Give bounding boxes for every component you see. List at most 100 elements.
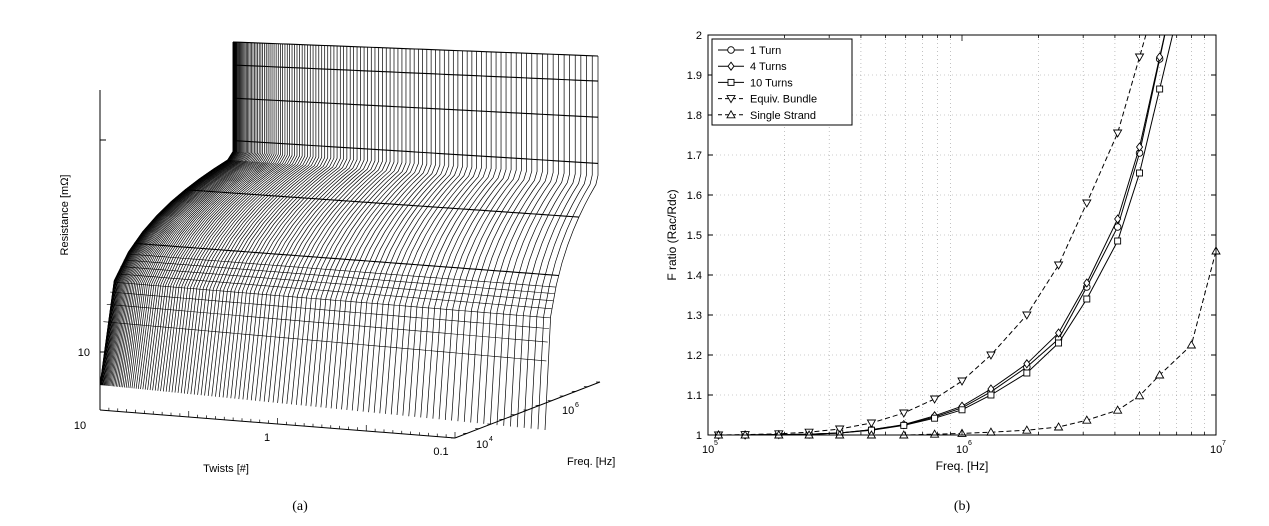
svg-text:10: 10	[562, 405, 574, 417]
marker-triangle-down	[726, 95, 736, 104]
marker-square	[1114, 237, 1122, 245]
surface-mesh-line	[108, 42, 241, 386]
surface-mesh-line	[197, 45, 314, 395]
y-tick-label: 2	[696, 30, 702, 42]
x-tick-label: 105	[702, 440, 718, 456]
surface-mesh-line	[101, 42, 236, 386]
x-tick-label: 1	[264, 432, 270, 444]
surface-contour-line	[134, 242, 559, 277]
surface-mesh-line	[120, 42, 251, 388]
surface-mesh-line	[385, 50, 468, 414]
surface-mesh-line	[104, 42, 238, 386]
marker-triangle-down	[899, 409, 909, 418]
series-line	[718, 250, 1217, 436]
surface-floor-line	[103, 321, 547, 362]
x-tick-label-exponent: 7	[1222, 440, 1226, 447]
y-tick-label: 1.6	[687, 190, 702, 202]
surface-contour-line	[232, 64, 599, 82]
surface-floor-line	[106, 304, 548, 343]
legend-entry: Equiv. Bundle	[718, 94, 817, 106]
surface-mesh-line	[183, 44, 303, 394]
surface-mesh-line	[300, 48, 399, 406]
surface-mesh-line	[530, 55, 587, 429]
marker-square	[958, 406, 966, 414]
surface-mesh-line	[438, 52, 512, 420]
surface-contour-line	[185, 189, 579, 218]
marker-square	[1083, 295, 1091, 303]
surface-mesh-line	[129, 42, 258, 389]
marker-triangle-up	[1154, 370, 1165, 379]
surface-mesh-line	[476, 53, 543, 424]
surface-floor-line	[110, 291, 550, 329]
surface-contour-line	[232, 139, 599, 164]
surface-mesh-line	[523, 55, 582, 428]
surface-floor-line	[123, 259, 555, 294]
surface-mesh-line	[102, 42, 236, 386]
legend: 1 Turn 4 Turns 10 Turns Equiv. Bundle Single…	[711, 38, 853, 126]
surface-mesh-line	[379, 50, 463, 414]
surface-mesh-line	[122, 42, 252, 388]
marker-triangle-down	[957, 377, 967, 386]
surface-mesh-line	[207, 45, 323, 396]
legend-label: Single Strand	[750, 110, 816, 122]
surface-mesh-line	[259, 47, 365, 402]
marker-circle	[727, 46, 735, 54]
marker-square	[900, 421, 908, 429]
surface-mesh-line	[444, 52, 517, 420]
marker-square	[727, 78, 735, 86]
svg-text:6: 6	[575, 402, 579, 409]
surface-floor-line	[120, 266, 554, 302]
marker-diamond	[727, 61, 735, 71]
surface-mesh-line	[137, 43, 265, 389]
legend-entry: 4 Turns	[718, 61, 787, 73]
surface-mesh-line	[242, 46, 351, 400]
marker-diamond	[1055, 328, 1063, 338]
surface-mesh-line	[180, 44, 300, 394]
surface-mesh-line	[295, 48, 395, 405]
surface-mesh-line	[160, 43, 284, 392]
marker-triangle-down	[866, 419, 877, 428]
surface-mesh-line	[362, 50, 450, 412]
surface-mesh-line	[510, 54, 570, 427]
surface-mesh-line	[414, 51, 492, 417]
surface-mesh-line	[483, 54, 549, 424]
surface-mesh-line	[200, 45, 317, 396]
surface-mesh-line	[470, 53, 538, 423]
surface-mesh-line	[115, 42, 247, 387]
y-tick-label: 1.5	[687, 230, 702, 242]
marker-diamond	[1114, 214, 1122, 224]
surface-mesh-line	[234, 46, 344, 399]
surface-plot-panel: Resistance [mΩ] 10 10 1 0.1 Twists [#] F…	[0, 0, 640, 521]
surface-mesh-line	[105, 42, 238, 386]
surface-mesh-line	[320, 48, 415, 408]
caption-b: (b)	[953, 499, 971, 514]
marker-square	[1156, 85, 1164, 93]
marker-triangle-down	[1134, 53, 1145, 62]
surface-mesh-line	[174, 44, 295, 393]
surface-mesh-line	[351, 49, 441, 411]
surface-mesh-line	[341, 49, 432, 410]
surface-mesh-line	[238, 46, 348, 400]
surface-axes	[99, 90, 601, 439]
marker-diamond	[1135, 142, 1144, 152]
surface-mesh-line	[114, 42, 246, 387]
legend-label: 10 Turns	[750, 77, 793, 89]
y-tick-label-1e6: 10 6	[562, 402, 579, 417]
surface-mesh-line	[305, 48, 403, 406]
surface-mesh-line	[171, 44, 293, 393]
y-tick-label: 1	[696, 430, 702, 442]
surface-mesh-line	[432, 52, 507, 419]
y-tick-label: 1.8	[687, 110, 702, 122]
x-tick-label-base: 10	[702, 444, 714, 456]
series-line	[718, 34, 1147, 436]
surface-mesh-line	[204, 45, 320, 396]
surface-mesh-line	[140, 43, 267, 390]
surface-mesh-line	[135, 43, 263, 389]
surface-mesh-line	[113, 42, 245, 387]
marker-triangle-down	[929, 395, 940, 404]
surface-mesh-line	[187, 44, 306, 394]
surface-mesh-line	[154, 43, 279, 391]
marker-diamond	[1023, 359, 1031, 369]
series-single-strand	[713, 246, 1221, 439]
